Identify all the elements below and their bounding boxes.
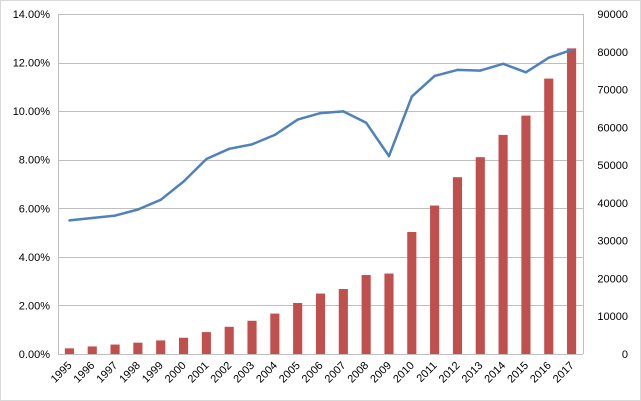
bar <box>247 320 257 354</box>
bar <box>87 346 97 354</box>
x-axis-tick-label: 2017 <box>551 360 577 386</box>
line-point <box>479 69 482 72</box>
x-axis-tick-label: 2014 <box>482 360 508 386</box>
right-axis-tick-label: 60000 <box>597 122 628 134</box>
x-axis-tick-label: 1996 <box>72 360 98 386</box>
left-axis-tick-label: 6.00% <box>19 203 50 215</box>
bar <box>567 48 577 354</box>
gridlines <box>58 14 583 355</box>
left-axis-tick-label: 4.00% <box>19 252 50 264</box>
x-axis-tick-label: 2001 <box>186 360 212 386</box>
x-axis-tick-label: 2010 <box>391 360 417 386</box>
bar <box>156 340 166 354</box>
bar <box>178 337 189 354</box>
x-axis-tick-label: 2009 <box>368 360 394 386</box>
bar <box>201 332 211 354</box>
line-point <box>227 147 231 150</box>
line-point <box>524 71 528 74</box>
left-axis-tick-label: 2.00% <box>19 300 50 312</box>
line-point <box>273 133 277 137</box>
bar <box>544 78 554 354</box>
line-series-path <box>69 48 573 222</box>
line-point <box>547 56 550 59</box>
x-axis-tick-label: 1997 <box>94 360 120 386</box>
bar <box>110 344 120 354</box>
x-axis-tick-label: 2004 <box>254 360 280 386</box>
line-point <box>205 157 208 161</box>
bar-series <box>64 48 577 354</box>
right-axis-tick-label: 50000 <box>597 160 628 172</box>
x-axis-tick-label: 2011 <box>415 360 440 385</box>
line-point <box>342 110 345 113</box>
bar <box>498 134 508 354</box>
x-axis-tick-label: 2005 <box>277 360 303 386</box>
x-axis-tick-label: 2002 <box>209 360 235 386</box>
bar <box>452 177 463 354</box>
line-point <box>113 214 117 217</box>
right-axis-tick-label: 10000 <box>597 311 628 323</box>
right-axis-tick-label: 30000 <box>597 236 628 248</box>
right-axis-tick-label: 40000 <box>597 198 628 210</box>
left-axis-tick-label: 12.00% <box>13 58 51 70</box>
line-point <box>250 143 254 146</box>
line-point <box>91 216 94 220</box>
bar <box>293 303 303 354</box>
x-axis-tick-label: 2008 <box>345 360 371 386</box>
left-axis-tick-label: 0.00% <box>19 349 50 361</box>
right-axis-tick-label: 90000 <box>597 9 628 21</box>
right-axis-tick-label: 0 <box>622 349 628 361</box>
bar <box>407 231 417 354</box>
line-point <box>159 198 162 201</box>
line-series <box>68 48 573 222</box>
x-axis-tick-label: 1995 <box>49 360 75 386</box>
bar <box>133 342 143 354</box>
line-point <box>364 121 368 125</box>
line-point <box>319 111 322 115</box>
right-axis-tick-label: 70000 <box>597 85 628 97</box>
bar <box>64 348 74 354</box>
x-axis-tick-label: 1999 <box>140 360 166 386</box>
x-axis-tick-label: 2006 <box>300 360 326 386</box>
bar <box>270 313 280 354</box>
line-point <box>182 180 185 183</box>
bar <box>475 157 485 354</box>
left-axis-tick-label: 14.00% <box>13 9 51 21</box>
line-point <box>456 68 459 72</box>
line-point <box>296 118 299 121</box>
left-axis-tick-label: 10.00% <box>13 106 51 118</box>
line-point <box>570 48 573 52</box>
right-axis-tick-label: 20000 <box>597 273 628 285</box>
x-axis-tick-label: 2003 <box>231 360 257 386</box>
x-axis-tick-label: 2007 <box>323 360 349 386</box>
x-axis-tick-label: 2016 <box>528 360 554 386</box>
x-axis-tick-label: 2000 <box>163 360 189 386</box>
line-point <box>136 208 140 211</box>
x-axis-tick-label: 2015 <box>505 360 531 386</box>
right-axis-tick-label: 80000 <box>597 47 628 59</box>
bar <box>430 205 440 354</box>
x-axis-tick-label: 2013 <box>460 360 486 386</box>
bar <box>315 293 326 354</box>
x-axis-tick-label: 2012 <box>437 360 463 386</box>
bar <box>384 273 394 354</box>
bar <box>521 115 531 354</box>
bar <box>338 289 348 354</box>
line-point <box>433 74 436 78</box>
left-axis-tick-label: 8.00% <box>19 155 50 167</box>
line-point <box>501 62 505 65</box>
line-point <box>387 154 391 158</box>
line-point <box>68 219 71 222</box>
line-point <box>410 95 414 98</box>
bar <box>361 275 371 354</box>
bar <box>224 326 234 354</box>
x-axis-tick-label: 1998 <box>117 360 143 386</box>
